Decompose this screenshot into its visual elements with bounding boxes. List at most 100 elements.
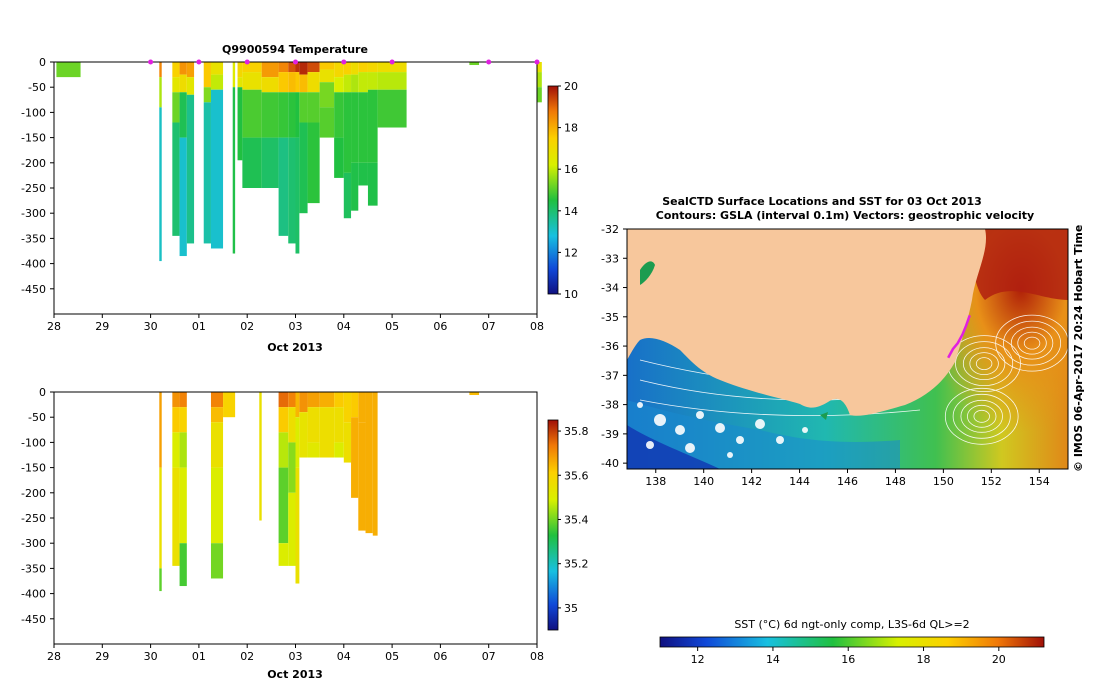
salinity-profile-12-seg-2 [334, 442, 344, 458]
profile-marker-1 [196, 59, 202, 65]
temperature-profile-10-seg-3 [261, 137, 279, 188]
temperature-profile-22-seg-0 [377, 62, 407, 73]
salinity-profile-3-seg-1 [210, 407, 224, 423]
sst-cbar-tick-label: 18 [917, 653, 931, 666]
salinity-y-tick-label: -150 [21, 462, 46, 475]
salinity-cbar-tick-label: 35 [564, 602, 578, 615]
temperature-colorbar [547, 85, 559, 295]
map-lon-tick-label: 146 [837, 475, 858, 488]
salinity-y-tick-label: -400 [21, 588, 46, 601]
temperature-cbar-tick-label: 20 [564, 80, 578, 93]
salinity-profile-10-seg-2 [307, 442, 320, 458]
temperature-profile-6-seg-2 [210, 89, 224, 249]
temperature-profile-10-seg-0 [261, 62, 279, 78]
temperature-cbar-tick-label: 10 [564, 288, 578, 301]
temperature-profile-4-seg-1 [186, 77, 195, 95]
salinity-y-tick-label: -300 [21, 537, 46, 550]
salinity-profile-15-seg-0 [358, 392, 366, 423]
temperature-profile-24-seg-2 [537, 87, 542, 103]
temperature-x-tick-label: 05 [385, 320, 399, 333]
temperature-profile-23-seg-0 [469, 62, 480, 66]
salinity-x-tick-label: 05 [385, 650, 399, 663]
profile-marker-6 [486, 59, 492, 65]
temperature-profile-19-seg-1 [351, 74, 359, 93]
gsla-contour-2-1 [967, 404, 997, 428]
temperature-profile-13-seg-1 [295, 72, 300, 93]
temperature-profile-8-seg-1 [237, 77, 243, 88]
temperature-profile-10-seg-2 [261, 92, 279, 138]
temperature-profile-1-seg-1 [159, 77, 162, 108]
salinity-profile-2-seg-0 [179, 392, 187, 408]
salinity-profile-8-seg-0 [295, 392, 300, 418]
gsla-contour-2-3 [952, 393, 1011, 439]
temperature-x-tick-label: 06 [433, 320, 447, 333]
salinity-profile-6-seg-1 [278, 407, 289, 433]
temperature-profile-3-seg-3 [179, 137, 187, 257]
gsla-contour-1-2 [1010, 326, 1054, 360]
sst-cbar-tick-label: 12 [691, 653, 705, 666]
salinity-profile-3-seg-4 [210, 543, 224, 579]
temperature-profile-18-seg-0 [343, 62, 352, 75]
salinity-profile-7-seg-3 [288, 492, 296, 566]
temperature-profile-18-seg-3 [343, 172, 352, 219]
temperature-profile-12-seg-3 [288, 137, 296, 244]
map-lat-tick-label: -36 [601, 340, 619, 353]
salinity-profile-1-seg-3 [172, 467, 180, 566]
temperature-x-label: Oct 2013 [267, 341, 323, 354]
salinity-cbar-tick-label: 35.6 [564, 469, 589, 482]
gsla-contour-line-2 [639, 399, 921, 417]
temperature-profile-2-seg-0 [172, 62, 180, 78]
salinity-x-tick-label: 28 [47, 650, 61, 663]
sst-cbar-tick-label: 20 [992, 653, 1006, 666]
temperature-profile-0-seg-0 [56, 62, 81, 78]
profile-marker-5 [389, 59, 395, 65]
temperature-profile-14-seg-0 [299, 62, 308, 75]
temperature-profile-4-seg-2 [186, 94, 195, 244]
temperature-x-tick-label: 02 [240, 320, 254, 333]
temperature-profile-20-seg-2 [358, 92, 368, 163]
temperature-profile-7-seg-1 [232, 87, 236, 254]
profile-marker-4 [341, 59, 347, 65]
salinity-x-axis: 28 29 30 01 02 03 04 05 06 07 08 [47, 644, 544, 663]
gsla-contour-1-0 [1023, 336, 1041, 350]
map-lat-tick-label: -34 [601, 282, 619, 295]
gsla-contour-1-1 [1017, 331, 1047, 355]
temperature-profile-6-seg-0 [210, 62, 224, 75]
temperature-profile-11-seg-2 [278, 92, 289, 138]
temperature-profile-9-seg-1 [242, 72, 262, 90]
temperature-profile-17-seg-2 [334, 92, 344, 138]
temperature-profile-8-seg-0 [237, 62, 243, 78]
salinity-colorbar [547, 419, 559, 631]
salinity-y-tick-label: -200 [21, 487, 46, 500]
temperature-profile-20-seg-3 [358, 162, 368, 186]
map-lon-tick-label: 148 [885, 475, 906, 488]
salinity-panel: 0-50-100-150-200-250-300-350-400-450 28 2… [21, 386, 588, 681]
cool-southern-water [627, 400, 900, 469]
salinity-profile-17-seg-0 [372, 392, 378, 518]
salinity-profile-0-seg-0 [159, 392, 162, 468]
salinity-x-tick-label: 29 [95, 650, 109, 663]
temperature-profile-19-seg-2 [351, 92, 359, 163]
temperature-profile-3-seg-0 [179, 62, 187, 75]
map-lon-tick-label: 150 [933, 475, 954, 488]
temperature-profile-13-seg-2 [295, 92, 300, 138]
sst-colorbar [659, 636, 1045, 648]
salinity-profile-3-seg-3 [210, 467, 224, 544]
temperature-profile-6-seg-1 [210, 74, 224, 90]
sst-map-field [627, 229, 1068, 469]
temperature-profile-5-seg-0 [203, 62, 211, 88]
temperature-profile-19-seg-3 [351, 162, 359, 211]
profile-markers [148, 59, 540, 65]
temperature-cbar-tick-label: 12 [564, 246, 578, 259]
temperature-profile-5-seg-1 [203, 87, 211, 103]
salinity-cbar-tick-label: 35.2 [564, 558, 589, 571]
temperature-y-tick-label: -300 [21, 207, 46, 220]
salinity-profile-17-seg-1 [372, 518, 378, 536]
salinity-x-tick-label: 07 [482, 650, 496, 663]
salinity-colorbar-ticks: 35 35.2 35.4 35.6 35.8 [558, 425, 589, 615]
temperature-profile-22-seg-1 [377, 72, 407, 90]
map-lat-tick-label: -35 [601, 311, 619, 324]
profile-marker-7 [534, 59, 540, 65]
salinity-profile-12-seg-1 [334, 407, 344, 443]
